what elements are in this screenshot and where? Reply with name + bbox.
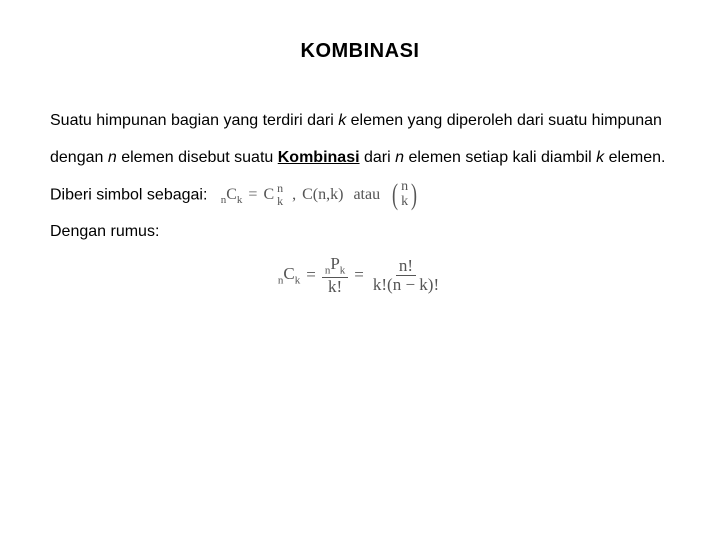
var-n: n bbox=[108, 149, 117, 166]
frac-bot: k!(n − k)! bbox=[370, 276, 442, 294]
text-fragment: elemen. bbox=[604, 149, 665, 166]
formula-rhs-frac: n! k!(n − k)! bbox=[370, 257, 442, 294]
letter-p: P bbox=[330, 254, 339, 273]
sub-k: k bbox=[237, 194, 243, 206]
paren-left: ( bbox=[392, 180, 398, 210]
equals-sign: = bbox=[354, 265, 364, 285]
var-k: k bbox=[338, 112, 346, 129]
sub-k: k bbox=[340, 264, 346, 276]
word-atau: atau bbox=[349, 177, 384, 214]
frac-bot: k! bbox=[325, 278, 345, 296]
paren-right: ) bbox=[411, 180, 417, 210]
comma: , bbox=[292, 177, 296, 214]
term-kombinasi: Kombinasi bbox=[278, 149, 360, 166]
math-c-stack: C n k bbox=[263, 177, 286, 214]
math-cfn: C(n,k) bbox=[302, 177, 343, 214]
binom-bot: k bbox=[401, 195, 408, 210]
binom-top: n bbox=[401, 180, 408, 195]
frac-top: nPk bbox=[322, 255, 348, 278]
formula-lhs: nCk bbox=[278, 264, 300, 286]
text-fragment: dari bbox=[360, 149, 396, 166]
slide-page: KOMBINASI Suatu himpunan bagian yang ter… bbox=[0, 0, 720, 296]
body-paragraph: Suatu himpunan bagian yang terdiri dari … bbox=[50, 103, 670, 251]
sub-k: k bbox=[295, 274, 301, 286]
label-rumus: Dengan rumus: bbox=[50, 223, 159, 240]
text-fragment: elemen disebut suatu bbox=[117, 149, 278, 166]
text-fragment: elemen setiap kali diambil bbox=[404, 149, 596, 166]
label-symbol: Diberi simbol sebagai: bbox=[50, 186, 207, 203]
letter-c: C bbox=[226, 186, 237, 203]
binom-col: n k bbox=[400, 180, 409, 209]
page-title: KOMBINASI bbox=[50, 40, 670, 63]
letter-c: C bbox=[263, 177, 274, 214]
equals-sign: = bbox=[306, 265, 316, 285]
formula-row: nCk = nPk k! = n! k!(n − k)! bbox=[278, 255, 442, 296]
var-k: k bbox=[596, 149, 604, 166]
frac-top: n! bbox=[396, 257, 416, 276]
formula-mid-frac: nPk k! bbox=[322, 255, 348, 296]
stack-nk: n k bbox=[274, 182, 286, 207]
text-fragment: Suatu himpunan bagian yang terdiri dari bbox=[50, 112, 338, 129]
letter-c: C bbox=[283, 264, 294, 283]
equals-sign: = bbox=[248, 177, 257, 214]
formula-block: nCk = nPk k! = n! k!(n − k)! bbox=[50, 255, 670, 296]
var-n: n bbox=[395, 149, 404, 166]
symbol-notation-row: nCk = C n k , C(n,k) atau ( n k ) bbox=[221, 177, 419, 214]
stack-bot: k bbox=[274, 195, 286, 208]
math-binom: ( n k ) bbox=[390, 180, 419, 210]
math-nCk: nCk bbox=[221, 177, 243, 214]
